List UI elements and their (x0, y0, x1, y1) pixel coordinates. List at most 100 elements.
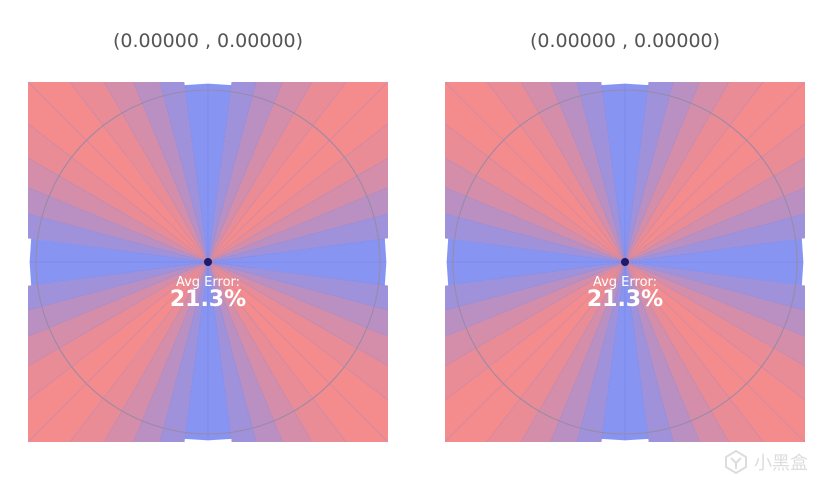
ray-line (624, 123, 805, 263)
ray-line (28, 187, 209, 263)
ray-line (600, 261, 626, 442)
ray-line (624, 82, 764, 263)
error-wedge (601, 83, 625, 262)
ray-line (207, 261, 257, 442)
ray-line (133, 82, 209, 263)
error-wedge (625, 262, 804, 286)
ray-line (28, 237, 209, 263)
error-wedge (625, 82, 764, 262)
ray-line (624, 82, 805, 263)
ray-line (445, 261, 626, 367)
ray-line (207, 261, 388, 367)
error-wedge (208, 82, 388, 262)
error-wedge (208, 262, 283, 442)
error-wedge (29, 262, 208, 286)
error-wedge (208, 262, 388, 401)
ray-line (486, 261, 626, 442)
error-wedge (208, 82, 347, 262)
ray-line (159, 82, 209, 263)
ray-line (445, 261, 626, 337)
ray-line (207, 187, 388, 263)
ray-line (624, 261, 764, 442)
ray-line (207, 82, 283, 263)
ray-line (624, 261, 805, 442)
ray-line (445, 187, 626, 263)
ray-line (28, 82, 209, 263)
error-wedge (625, 262, 805, 442)
ray-line (601, 85, 626, 263)
ray-line (624, 238, 802, 263)
ray-line (445, 261, 626, 401)
error-wedge (625, 83, 649, 262)
ray-line (207, 238, 385, 263)
error-wedge (445, 82, 625, 262)
error-wedge (208, 83, 232, 262)
ray-line (576, 261, 626, 442)
ray-line (445, 237, 626, 263)
error-wedge (29, 238, 208, 262)
ray-line (159, 261, 209, 442)
ray-line (624, 261, 805, 287)
ray-line (624, 82, 650, 263)
ray-line (624, 261, 730, 442)
ray-line (624, 261, 805, 311)
ray-line (445, 82, 626, 263)
ray-line (133, 261, 209, 442)
ray-line (624, 261, 805, 401)
watermark-text: 小黑盒 (754, 453, 808, 474)
error-wedge (69, 82, 208, 262)
ray-line (31, 261, 209, 286)
ray-line (207, 261, 388, 337)
error-wedge (208, 238, 387, 262)
coordinate-label: (0.00000 , 0.00000) (112, 30, 304, 52)
ray-line (550, 261, 626, 442)
error-wedge (625, 238, 804, 262)
ray-line (207, 261, 388, 442)
reference-circle (452, 89, 798, 435)
ray-line (624, 261, 649, 439)
error-wedge (446, 238, 625, 262)
ray-line (576, 82, 626, 263)
ray-line (520, 261, 626, 442)
avg-error-title: Avg Error: (592, 275, 658, 290)
ray-line (207, 123, 388, 263)
ray-line (103, 82, 209, 263)
panel-left: (0.00000 , 0.00000) Avg Error: 21.3% (8, 0, 408, 489)
ray-line (207, 157, 388, 263)
ray-line (28, 261, 209, 442)
ray-line (207, 82, 257, 263)
ray-line (207, 261, 388, 287)
avg-error-value: 21.3% (169, 287, 247, 312)
ray-line (207, 82, 347, 263)
polar-error-visualization (28, 82, 388, 442)
error-wedge (625, 82, 805, 262)
ray-line (207, 82, 313, 263)
error-wedge (445, 123, 625, 262)
center-dot (204, 258, 212, 266)
ray-line (445, 261, 626, 311)
ray-line (103, 261, 209, 442)
ray-line (624, 261, 805, 337)
error-wedge (625, 123, 805, 262)
ray-line (28, 261, 209, 367)
error-wedge (208, 262, 388, 442)
ray-line (207, 261, 313, 442)
error-wedge (625, 187, 805, 262)
ray-line (183, 261, 209, 442)
ray-line (624, 187, 805, 263)
ray-line (28, 261, 209, 337)
ray-line (624, 213, 805, 263)
ray-line (207, 261, 283, 442)
error-wedge (28, 262, 208, 442)
error-wedge (184, 83, 208, 262)
error-wedge (625, 262, 805, 401)
ray-line (624, 82, 700, 263)
xiaoheihe-logo-icon (725, 450, 747, 474)
reference-circle (35, 89, 381, 435)
avg-error-value: 21.3% (586, 287, 664, 312)
ray-line (624, 261, 674, 442)
ray-line (448, 261, 626, 286)
error-wedge (625, 262, 649, 441)
ray-line (207, 82, 388, 263)
ray-line (207, 261, 232, 439)
